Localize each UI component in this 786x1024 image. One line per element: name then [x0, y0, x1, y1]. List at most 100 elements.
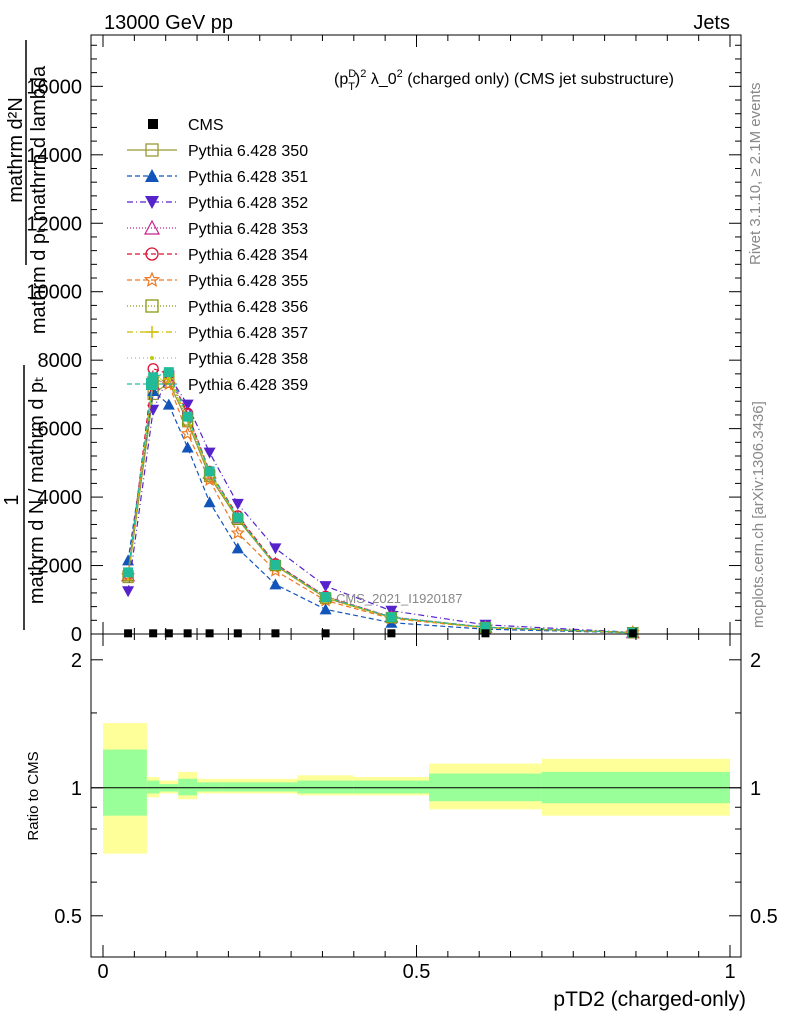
cms-data-point	[124, 629, 133, 638]
header-left: 13000 GeV pp	[104, 12, 233, 34]
series-marker	[231, 542, 244, 554]
series-marker	[231, 498, 244, 510]
series-marker	[145, 299, 159, 313]
ratio-band-green	[146, 780, 160, 794]
y-tick-label: 6000	[38, 419, 83, 441]
y-tick-label: 12000	[26, 213, 82, 235]
cms-data-point	[183, 629, 192, 638]
x-axis-label: pTD2 (charged-only)	[553, 988, 746, 1011]
series-marker	[204, 466, 215, 477]
series-marker	[230, 525, 245, 540]
x-tick-label: 0	[97, 961, 108, 983]
y-label-top-denominator: mathrm d pₜ mathrm d lambda	[28, 65, 50, 334]
ratio-band-green	[297, 780, 354, 794]
plot-title: (pD T)2 λ_02 (charged only) (CMS jet subs…	[334, 68, 674, 93]
series-marker	[163, 367, 174, 378]
legend-label: Pythia 6.428 354	[188, 247, 308, 264]
legend-label: Pythia 6.428 358	[188, 351, 308, 368]
series-marker	[145, 196, 159, 209]
series-marker	[480, 622, 491, 633]
y-label-one: 1	[1, 494, 23, 505]
mcplots-credit-text: mcplots.cern.ch [arXiv:1306.3436]	[750, 401, 767, 628]
series-marker	[232, 512, 243, 523]
legend-entry: Pythia 6.428 355	[127, 271, 308, 290]
ratio-y-tick-label-right: 0.5	[750, 906, 778, 928]
legend-label: Pythia 6.428 359	[188, 377, 308, 394]
y-tick-label: 2000	[38, 556, 83, 578]
legend-label: Pythia 6.428 352	[188, 195, 308, 212]
y-tick-label: 14000	[26, 145, 82, 167]
x-axis: 0 0.5 1	[97, 35, 736, 983]
cms-data-point	[481, 629, 490, 638]
y-tick-label: 4000	[38, 487, 83, 509]
legend-entry: Pythia 6.428 350	[127, 143, 308, 160]
ratio-y-tick-label: 2	[71, 650, 82, 672]
legend-label: Pythia 6.428 350	[188, 143, 308, 160]
ratio-panel: 0.5 0.51 12 2 0 0.5 1 Ratio to CMS pTD2 (char…	[25, 35, 778, 1011]
legend-entry: Pythia 6.428 356	[127, 299, 308, 316]
series-marker	[162, 398, 175, 410]
main-y-axis: 0 2000 4000 6000 8000 10000 12000 14000 16000	[26, 44, 741, 646]
legend-entry: Pythia 6.428 351	[127, 169, 308, 186]
y-axis-label: mathrm d²N mathrm d pₜ mathrm d lambda 1…	[1, 40, 50, 630]
series-marker	[203, 496, 216, 508]
y-label-numerator: mathrm d N / mathrm d pₜ	[26, 376, 48, 604]
ratio-band-green	[197, 782, 223, 792]
series-marker	[145, 247, 159, 261]
series-marker	[122, 586, 135, 598]
series-marker	[150, 356, 154, 360]
legend-entry: CMS	[148, 117, 224, 134]
header-right: Jets	[693, 12, 730, 34]
series-marker	[386, 612, 397, 623]
ratio-band-green	[103, 749, 147, 816]
cms-data-point	[387, 629, 396, 638]
legend-entry: Pythia 6.428 354	[127, 247, 308, 264]
cms-data-point	[628, 629, 637, 638]
legend-entry: Pythia 6.428 357	[127, 325, 308, 342]
series-marker	[181, 399, 194, 411]
cms-data-point	[164, 629, 173, 638]
series-marker	[122, 554, 135, 566]
series-marker	[145, 143, 159, 157]
legend-entry: Pythia 6.428 352	[127, 195, 308, 212]
x-tick-label: 1	[724, 961, 735, 983]
legend-label: Pythia 6.428 353	[188, 221, 308, 238]
y-tick-label: 8000	[38, 350, 83, 372]
cms-data-point	[321, 629, 330, 638]
series-marker	[269, 543, 282, 555]
series-marker	[147, 384, 160, 396]
series-marker	[145, 169, 159, 182]
series-marker	[319, 581, 332, 593]
ratio-y-tick-label-right: 1	[750, 778, 761, 800]
cms-data-layer	[124, 629, 637, 638]
y-tick-label: 10000	[26, 282, 82, 304]
legend-label: CMS	[188, 117, 224, 134]
rivet-version-text: Rivet 3.1.10, ≥ 2.1M events	[747, 83, 764, 266]
series-marker	[143, 219, 161, 235]
cms-data-point	[233, 629, 242, 638]
legend-label: Pythia 6.428 355	[188, 273, 308, 290]
legend-marker	[148, 119, 158, 129]
y-tick-label: 16000	[26, 76, 82, 98]
series-marker	[269, 578, 282, 590]
legend: CMS Pythia 6.428 350 Pythia 6.428 351 Pythi…	[127, 117, 308, 394]
series-marker	[181, 441, 194, 453]
series-marker	[270, 559, 281, 570]
ratio-band-green	[353, 780, 430, 794]
series-marker	[320, 592, 331, 603]
series-marker	[203, 447, 216, 459]
ratio-y-tick-label: 0.5	[54, 906, 82, 928]
series-marker	[143, 271, 161, 287]
ratio-y-label: Ratio to CMS	[25, 751, 42, 840]
cms-data-point	[149, 629, 158, 638]
ratio-band-green	[222, 782, 254, 792]
series-marker	[180, 426, 195, 440]
cms-data-point	[205, 629, 214, 638]
ratio-band-green	[253, 782, 298, 792]
ratio-uncertainty-bands	[103, 723, 730, 854]
series-line	[127, 371, 633, 634]
series-marker	[146, 378, 158, 390]
series-marker	[148, 372, 159, 383]
legend-entry: Pythia 6.428 353	[127, 219, 308, 238]
